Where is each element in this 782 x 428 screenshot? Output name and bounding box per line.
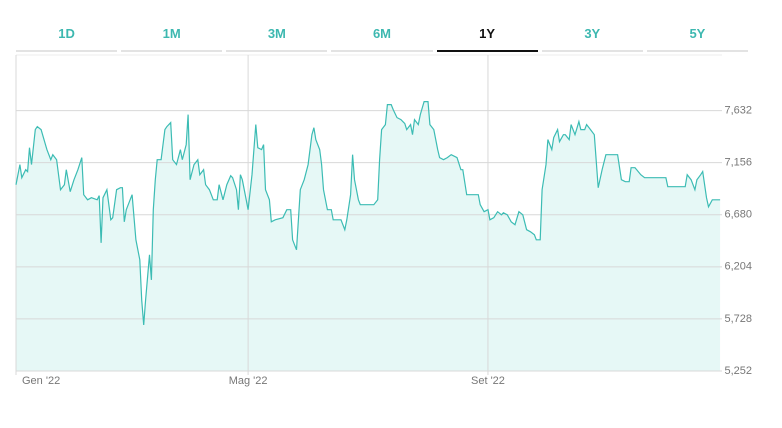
x-tick-label: Set '22 <box>471 375 505 387</box>
y-tick-label: 6,204 <box>724 261 752 273</box>
y-tick-label: 5,728 <box>724 313 752 325</box>
y-tick-label: 7,632 <box>724 104 752 116</box>
range-tab[interactable]: 5Y <box>646 20 748 52</box>
price-line <box>15 101 721 325</box>
range-tab[interactable]: 1D <box>16 20 118 52</box>
y-tick-label: 6,680 <box>724 209 752 221</box>
x-tick-label: Mag '22 <box>229 375 268 387</box>
range-tab[interactable]: 6M <box>331 20 433 52</box>
range-tab[interactable]: 3M <box>226 20 328 52</box>
x-tick-label: Gen '22 <box>22 375 60 387</box>
range-tabs: 1D 1M 3M 6M 1Y 3Y 5Y <box>16 20 748 52</box>
area <box>16 101 721 371</box>
range-tab[interactable]: 3Y <box>541 20 643 52</box>
range-tab[interactable]: 1M <box>121 20 223 52</box>
range-tab[interactable]: 1Y <box>436 20 538 52</box>
y-tick-label: 7,156 <box>724 157 752 169</box>
y-tick-label: 5,252 <box>724 365 752 377</box>
